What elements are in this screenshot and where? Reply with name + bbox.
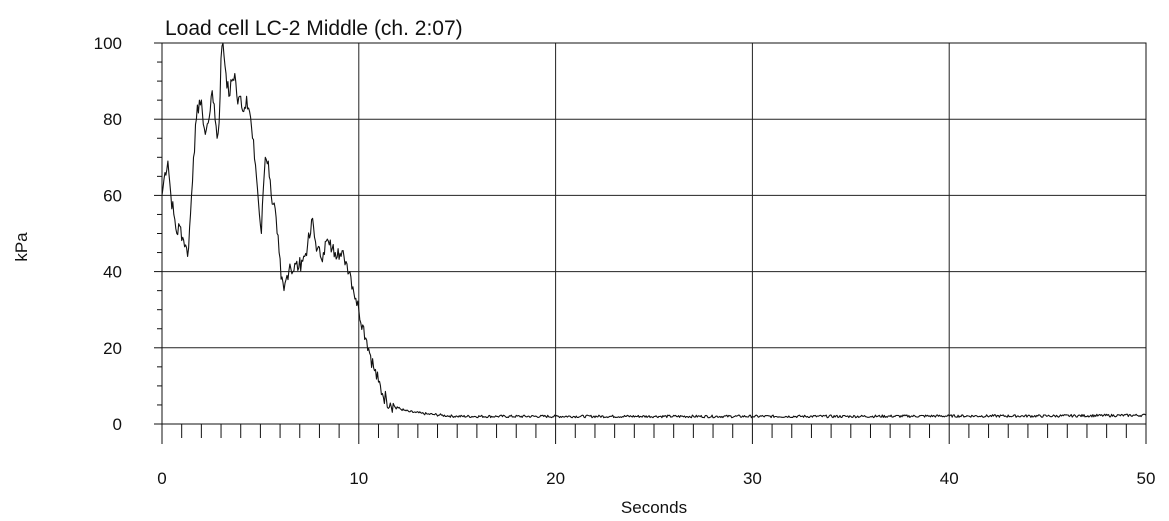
x-axis-title: Seconds [621, 498, 687, 517]
x-tick-label-0: 0 [157, 469, 166, 488]
x-tick-label-30: 30 [743, 469, 762, 488]
minor-ticks [154, 43, 1146, 444]
y-tick-label-20: 20 [103, 339, 122, 358]
series-line-0 [162, 43, 1146, 418]
x-tick-label-10: 10 [349, 469, 368, 488]
tick-labels: 0 10 20 30 40 50 0 20 40 60 80 100 [94, 34, 1156, 488]
y-tick-label-0: 0 [113, 415, 122, 434]
chart-title: Load cell LC-2 Middle (ch. 2:07) [165, 17, 463, 40]
series-layer [162, 43, 1146, 418]
y-axis-title: kPa [12, 232, 31, 262]
y-tick-label-60: 60 [103, 186, 122, 205]
x-tick-label-40: 40 [940, 469, 959, 488]
y-tick-label-80: 80 [103, 110, 122, 129]
y-tick-label-100: 100 [94, 34, 122, 53]
grid-lines [162, 43, 1146, 424]
x-tick-label-20: 20 [546, 469, 565, 488]
y-tick-label-40: 40 [103, 263, 122, 282]
x-tick-label-50: 50 [1137, 469, 1156, 488]
plot-area-frame [162, 43, 1146, 424]
